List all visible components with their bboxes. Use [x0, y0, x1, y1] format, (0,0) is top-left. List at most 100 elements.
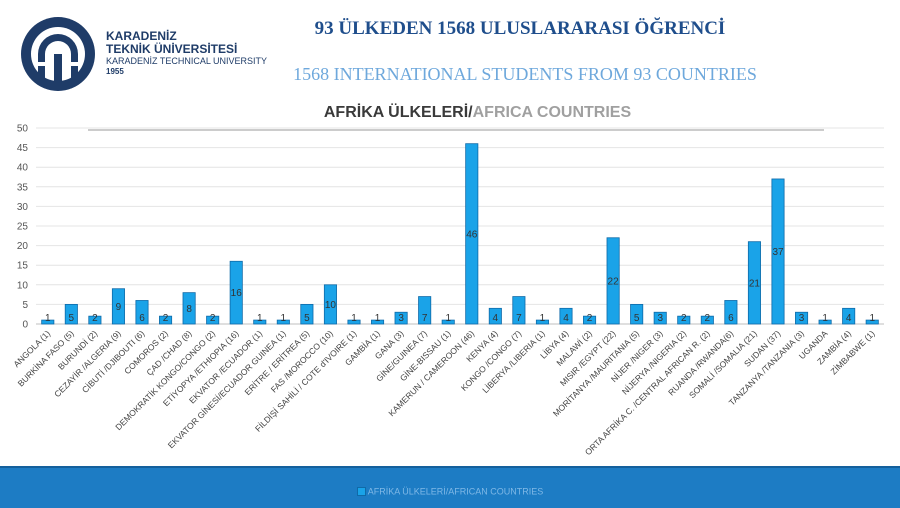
- data-label: 1: [869, 313, 875, 324]
- bar: [253, 319, 267, 325]
- data-label: 5: [304, 313, 310, 324]
- bar: [724, 300, 738, 325]
- bar: [300, 303, 314, 325]
- data-label: 4: [563, 313, 569, 324]
- bar: [159, 315, 173, 325]
- legend-swatch: [356, 487, 366, 497]
- data-label: 10: [325, 300, 337, 311]
- university-name-line1: KARADENİZ: [106, 29, 177, 43]
- data-label: 1: [540, 313, 546, 324]
- bar: [394, 311, 408, 325]
- bar: [653, 311, 667, 325]
- data-label: 6: [728, 313, 734, 324]
- legend-label: AFRİKA ÜLKELERİ/AFRICAN COUNTRIES: [367, 486, 544, 497]
- page-title-turkish: 93 ÜLKEDEN 1568 ULUSLARARASI ÖĞRENCİ: [314, 18, 726, 39]
- chart-legend: AFRİKA ÜLKELERİ/AFRICAN COUNTRIES: [0, 486, 900, 497]
- y-tick-label: 0: [22, 320, 28, 331]
- data-label: 46: [466, 229, 478, 240]
- university-logo: [21, 17, 95, 91]
- data-label: 1: [257, 313, 263, 324]
- bar: [347, 319, 361, 325]
- data-label: 2: [92, 313, 98, 324]
- university-founding-year: 1955: [106, 67, 124, 76]
- y-tick-label: 10: [17, 280, 29, 291]
- bar: [135, 300, 149, 325]
- y-tick-label: 35: [17, 182, 29, 193]
- data-label: 1: [445, 313, 451, 324]
- bar: [488, 307, 502, 325]
- bar: [535, 319, 549, 325]
- bar: [206, 315, 220, 325]
- bar: [630, 303, 644, 325]
- university-name: KARADENİZ TEKNİK ÜNİVERSİTESİ KARADENİZ …: [106, 30, 267, 77]
- data-label: 2: [210, 313, 216, 324]
- data-label: 3: [657, 313, 663, 324]
- bar: [677, 315, 691, 325]
- data-label: 4: [846, 313, 852, 324]
- chart-title-turkish: AFRİKA ÜLKELERİ/: [323, 104, 473, 121]
- bar: [771, 178, 785, 325]
- footer-accent-line: [0, 466, 900, 469]
- data-label: 1: [281, 313, 287, 324]
- bar: [842, 307, 856, 325]
- bar: [418, 296, 432, 325]
- bar: [111, 288, 125, 325]
- bar: [818, 319, 832, 325]
- bar: [583, 315, 597, 325]
- university-name-english: KARADENİZ TECHNICAL UNIVERSITY: [106, 56, 268, 66]
- y-tick-label: 30: [17, 202, 29, 213]
- footer-band: [0, 468, 900, 508]
- page-title-english: 1568 INTERNATIONAL STUDENTS FROM 93 COUN…: [293, 64, 757, 84]
- chart-title-english: AFRICA COUNTRIES: [472, 104, 632, 121]
- bar: [747, 241, 761, 325]
- data-label: 1: [351, 313, 357, 324]
- y-tick-label: 50: [17, 124, 29, 135]
- data-label: 6: [139, 313, 145, 324]
- bar: [865, 319, 879, 325]
- data-label: 37: [772, 247, 784, 258]
- bar: [606, 237, 620, 325]
- data-label: 7: [516, 313, 522, 324]
- data-label: 2: [587, 313, 593, 324]
- bar: [64, 303, 78, 325]
- chart-title: AFRİKA ÜLKELERİ/AFRICA COUNTRIES: [200, 104, 755, 122]
- data-label: 2: [681, 313, 687, 324]
- bar: [229, 260, 243, 325]
- bar: [795, 311, 809, 325]
- bar: [465, 143, 479, 325]
- data-label: 3: [398, 313, 404, 324]
- data-label: 1: [45, 313, 51, 324]
- data-label: 1: [375, 313, 381, 324]
- data-label: 4: [493, 313, 499, 324]
- data-label: 7: [422, 313, 428, 324]
- data-label: 5: [69, 313, 75, 324]
- bar: [276, 319, 290, 325]
- bar: [323, 284, 337, 325]
- bar: [41, 319, 55, 325]
- data-label: 2: [705, 313, 711, 324]
- bar: [700, 315, 714, 325]
- y-tick-label: 20: [17, 241, 29, 252]
- bar: [441, 319, 455, 325]
- bar: [512, 296, 526, 325]
- y-tick-label: 40: [17, 163, 29, 174]
- data-label: 22: [608, 276, 620, 287]
- data-label: 3: [799, 313, 805, 324]
- data-label: 8: [186, 304, 192, 315]
- bar: [371, 319, 385, 325]
- y-tick-label: 15: [17, 261, 29, 272]
- data-label: 5: [634, 313, 640, 324]
- data-label: 16: [231, 288, 243, 299]
- y-tick-label: 25: [17, 222, 29, 233]
- university-name-line2: TEKNİK ÜNİVERSİTESİ: [106, 42, 238, 56]
- bar: [559, 307, 573, 325]
- y-tick-label: 5: [22, 300, 28, 311]
- data-label: 1: [822, 313, 828, 324]
- data-label: 9: [116, 302, 122, 313]
- data-label: 2: [163, 313, 169, 324]
- data-label: 21: [749, 278, 761, 289]
- bar: [182, 292, 196, 325]
- bar: [88, 315, 102, 325]
- y-tick-label: 45: [17, 143, 29, 154]
